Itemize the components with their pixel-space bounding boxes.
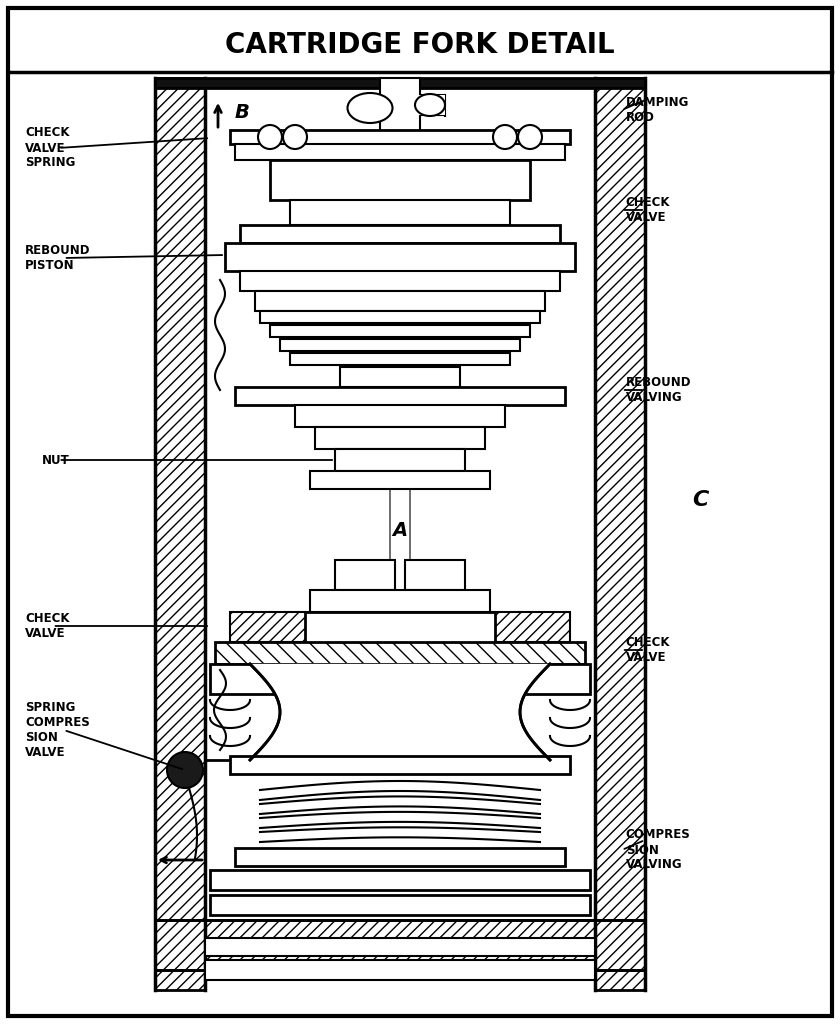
Bar bbox=[290, 353, 510, 365]
Bar bbox=[235, 144, 565, 160]
Bar bbox=[370, 95, 445, 115]
Bar bbox=[230, 612, 310, 642]
Bar bbox=[215, 642, 585, 664]
Bar bbox=[225, 243, 575, 271]
Text: NUT: NUT bbox=[42, 454, 70, 467]
Bar bbox=[490, 612, 570, 642]
Bar bbox=[240, 271, 560, 291]
Bar bbox=[210, 895, 590, 915]
Text: CARTRIDGE FORK DETAIL: CARTRIDGE FORK DETAIL bbox=[225, 31, 615, 59]
Bar bbox=[280, 339, 520, 351]
Bar bbox=[240, 225, 560, 243]
Circle shape bbox=[283, 125, 307, 150]
Bar bbox=[310, 471, 490, 489]
Bar bbox=[270, 325, 530, 337]
Text: COMPRES
SION
VALVING: COMPRES SION VALVING bbox=[626, 828, 690, 871]
Bar bbox=[310, 590, 490, 612]
Text: A: A bbox=[392, 520, 407, 540]
Ellipse shape bbox=[348, 93, 392, 123]
Bar bbox=[205, 938, 595, 956]
Bar bbox=[205, 961, 595, 980]
Text: DAMPING
ROD: DAMPING ROD bbox=[626, 96, 689, 124]
Bar bbox=[405, 560, 465, 590]
Ellipse shape bbox=[415, 94, 445, 116]
Text: REBOUND
PISTON: REBOUND PISTON bbox=[25, 244, 91, 272]
Bar bbox=[255, 291, 545, 311]
Bar bbox=[335, 560, 395, 590]
Bar bbox=[210, 664, 590, 694]
Text: CHECK
VALVE: CHECK VALVE bbox=[25, 612, 70, 640]
Bar bbox=[210, 870, 590, 890]
Text: CHECK
VALVE: CHECK VALVE bbox=[626, 196, 670, 224]
Text: SPRING
COMPRES
SION
VALVE: SPRING COMPRES SION VALVE bbox=[25, 701, 90, 759]
Bar bbox=[230, 756, 570, 774]
Bar bbox=[230, 130, 570, 144]
Bar bbox=[155, 920, 645, 970]
Bar bbox=[270, 160, 530, 200]
Bar bbox=[295, 406, 505, 427]
Bar bbox=[235, 848, 565, 866]
Bar bbox=[155, 78, 645, 88]
Bar bbox=[340, 367, 460, 387]
Text: B: B bbox=[235, 102, 249, 122]
Bar bbox=[235, 387, 565, 406]
Text: REBOUND
VALVING: REBOUND VALVING bbox=[626, 376, 691, 404]
Bar bbox=[305, 612, 495, 662]
Bar bbox=[155, 920, 645, 970]
Circle shape bbox=[493, 125, 517, 150]
Bar bbox=[380, 78, 420, 138]
Bar bbox=[290, 200, 510, 225]
Circle shape bbox=[518, 125, 542, 150]
Text: CHECK
VALVE: CHECK VALVE bbox=[626, 636, 670, 664]
Circle shape bbox=[258, 125, 282, 150]
Bar bbox=[155, 78, 205, 990]
Bar bbox=[595, 78, 645, 990]
Circle shape bbox=[167, 752, 203, 788]
Text: C: C bbox=[692, 490, 708, 510]
Bar bbox=[260, 311, 540, 323]
Text: CHECK
VALVE
SPRING: CHECK VALVE SPRING bbox=[25, 127, 76, 170]
Bar bbox=[315, 427, 485, 449]
Bar bbox=[335, 449, 465, 471]
